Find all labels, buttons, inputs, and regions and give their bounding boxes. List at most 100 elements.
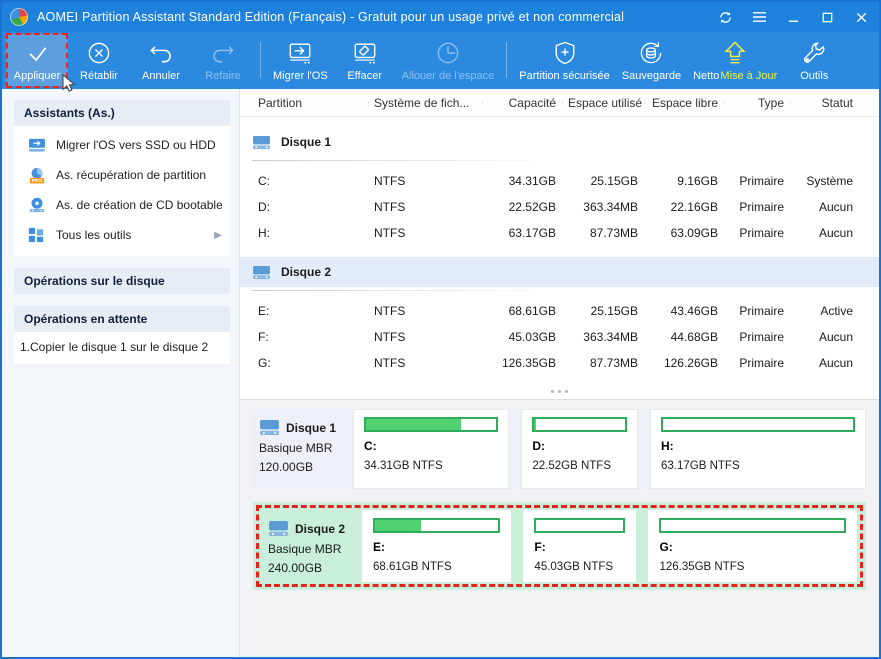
partition-block-h[interactable]: H: 63.17GB NTFS — [650, 409, 866, 489]
close-button[interactable] — [851, 7, 871, 27]
usage-bar — [534, 518, 626, 533]
cell-free: 22.16GB — [670, 200, 718, 214]
tools-button[interactable]: Outils — [783, 34, 845, 86]
update-label: Mise à Jour — [720, 70, 778, 82]
disk-group-name: Disque 1 — [281, 135, 332, 149]
disk-label-1: Disque 1 Basique MBR 120.00GB — [253, 409, 353, 489]
disk-kind: Basique MBR — [259, 441, 333, 455]
cd-drive-icon — [28, 197, 46, 213]
cell-partition: C: — [258, 174, 270, 188]
toolbar: Appliquer Rétablir Annuler — [2, 32, 879, 89]
column-header-used-space[interactable]: Espace utilisé — [562, 96, 644, 110]
minimize-button[interactable] — [783, 7, 803, 27]
cell-partition: D: — [258, 200, 270, 214]
disk-group-row-2[interactable]: Disque 2 — [240, 257, 879, 291]
secure-partition-button[interactable]: Partition sécurisée — [513, 34, 616, 86]
partition-row-d[interactable]: D: NTFS 22.52GB 363.34MB 22.16GB Primair… — [240, 194, 879, 220]
window-title: AOMEI Partition Assistant Standard Editi… — [37, 10, 625, 24]
column-header-filesystem[interactable]: Système de fich... — [368, 96, 482, 110]
cell-status: Aucun — [818, 200, 853, 214]
partition-row-e[interactable]: E: NTFS 68.61GB 25.15GB 43.46GB Primaire… — [240, 298, 879, 324]
partition-block-c[interactable]: C: 34.31GB NTFS — [353, 409, 510, 489]
cell-type: Primaire — [739, 226, 784, 240]
partition-block-f[interactable]: F: 45.03GB NTFS — [523, 510, 637, 582]
section-header-assistants[interactable]: Assistants (As.) — [14, 100, 230, 126]
sidebar-item-partition-recovery[interactable]: PRO As. récupération de partition — [14, 160, 230, 190]
refresh-icon[interactable] — [715, 7, 735, 27]
section-header-pending-operations[interactable]: Opérations en attente — [14, 306, 230, 332]
sidebar-item-bootable-cd[interactable]: As. de création de CD bootable — [14, 190, 230, 220]
drive-arrow-icon — [28, 137, 46, 153]
partition-letter: D: — [532, 439, 546, 453]
partition-row-g[interactable]: G: NTFS 126.35GB 87.73MB 126.26GB Primai… — [240, 350, 879, 376]
partition-detail: 126.35GB NTFS — [659, 561, 745, 573]
partition-letter: G: — [659, 540, 673, 554]
disk-icon — [253, 135, 270, 149]
cell-type: Primaire — [739, 174, 784, 188]
usage-bar — [373, 518, 501, 533]
redo-arrow-icon — [209, 38, 237, 68]
sidebar: Assistants (As.) Migrer l'OS vers SSD ou… — [2, 89, 240, 657]
column-header-partition[interactable]: Partition — [258, 95, 303, 110]
svg-text:PRO: PRO — [32, 178, 43, 184]
menu-icon[interactable] — [749, 7, 769, 27]
cell-partition: H: — [258, 226, 270, 240]
update-button[interactable]: Netto Mise à Jour — [687, 34, 783, 86]
main-panel: Partition Système de fich... Capacité Es… — [240, 89, 879, 657]
app-logo-icon — [10, 8, 28, 26]
partition-block-e[interactable]: E: 68.61GB NTFS — [362, 510, 512, 582]
partition-block-g[interactable]: G: 126.35GB NTFS — [648, 510, 858, 582]
cell-filesystem: NTFS — [374, 174, 406, 188]
partition-letter: F: — [534, 540, 546, 554]
sidebar-item-all-tools[interactable]: Tous les outils ▶ — [14, 220, 230, 250]
redo-button[interactable]: Refaire — [192, 34, 254, 86]
cell-used: 363.34MB — [583, 200, 638, 214]
titlebar: AOMEI Partition Assistant Standard Editi… — [2, 2, 879, 32]
column-header-status[interactable]: Statut — [790, 96, 879, 110]
disk-map-row-2[interactable]: Disque 2 Basique MBR 240.00GB E: 68.61GB… — [256, 505, 863, 587]
maximize-button[interactable] — [817, 7, 837, 27]
wipe-button[interactable]: Effacer — [334, 34, 396, 86]
partition-row-f[interactable]: F: NTFS 45.03GB 363.34MB 44.68GB Primair… — [240, 324, 879, 350]
section-header-disk-operations[interactable]: Opérations sur le disque — [14, 268, 230, 294]
cell-free: 44.68GB — [670, 330, 718, 344]
cell-type: Primaire — [739, 330, 784, 344]
partition-letter: E: — [373, 540, 385, 554]
discard-button[interactable]: Rétablir — [68, 34, 130, 86]
partition-detail: 63.17GB NTFS — [661, 460, 740, 472]
disk-map-row-1[interactable]: Disque 1 Basique MBR 120.00GB C: 34.31GB… — [253, 409, 866, 489]
disk-group-row-1[interactable]: Disque 1 — [240, 127, 879, 161]
partition-row-c[interactable]: C: NTFS 34.31GB 25.15GB 9.16GB Primaire … — [240, 168, 879, 194]
column-header-type[interactable]: Type — [724, 96, 790, 110]
cell-used: 363.34MB — [583, 330, 638, 344]
grid-tools-icon — [28, 227, 46, 243]
splitter-handle[interactable] — [550, 390, 569, 394]
undo-button[interactable]: Annuler — [130, 34, 192, 86]
cell-filesystem: NTFS — [374, 304, 406, 318]
cell-type: Primaire — [739, 200, 784, 214]
shield-plus-icon — [551, 38, 579, 68]
update-arrow-icon — [720, 38, 750, 68]
allocate-space-button[interactable]: Allouer de l'espace — [396, 34, 501, 86]
apply-button[interactable]: Appliquer — [6, 33, 68, 88]
cell-capacity: 22.52GB — [508, 200, 556, 214]
migrate-os-button[interactable]: Migrer l'OS — [267, 34, 334, 86]
partition-letter: C: — [364, 439, 377, 453]
cell-capacity: 34.31GB — [508, 174, 556, 188]
partition-detail: 34.31GB NTFS — [364, 460, 443, 472]
backup-sync-icon — [637, 38, 665, 68]
pending-operation-item[interactable]: 1.Copier le disque 1 sur le disque 2 — [14, 332, 230, 364]
backup-button[interactable]: Sauvegarde — [616, 34, 687, 86]
partition-detail: 22.52GB NTFS — [532, 460, 611, 472]
column-header-capacity[interactable]: Capacité — [482, 96, 562, 110]
partition-detail: 68.61GB NTFS — [373, 561, 452, 573]
disk-name: Disque 1 — [286, 420, 337, 435]
circle-x-icon — [85, 38, 113, 68]
partition-row-h[interactable]: H: NTFS 63.17GB 87.73MB 63.09GB Primaire… — [240, 220, 879, 246]
column-header-free-space[interactable]: Espace libre — [644, 96, 724, 110]
partition-table: Partition Système de fich... Capacité Es… — [240, 89, 879, 399]
cell-free: 63.09GB — [670, 226, 718, 240]
disk-icon — [260, 419, 279, 436]
partition-block-d[interactable]: D: 22.52GB NTFS — [521, 409, 638, 489]
sidebar-item-migrate-os[interactable]: Migrer l'OS vers SSD ou HDD — [14, 130, 230, 160]
